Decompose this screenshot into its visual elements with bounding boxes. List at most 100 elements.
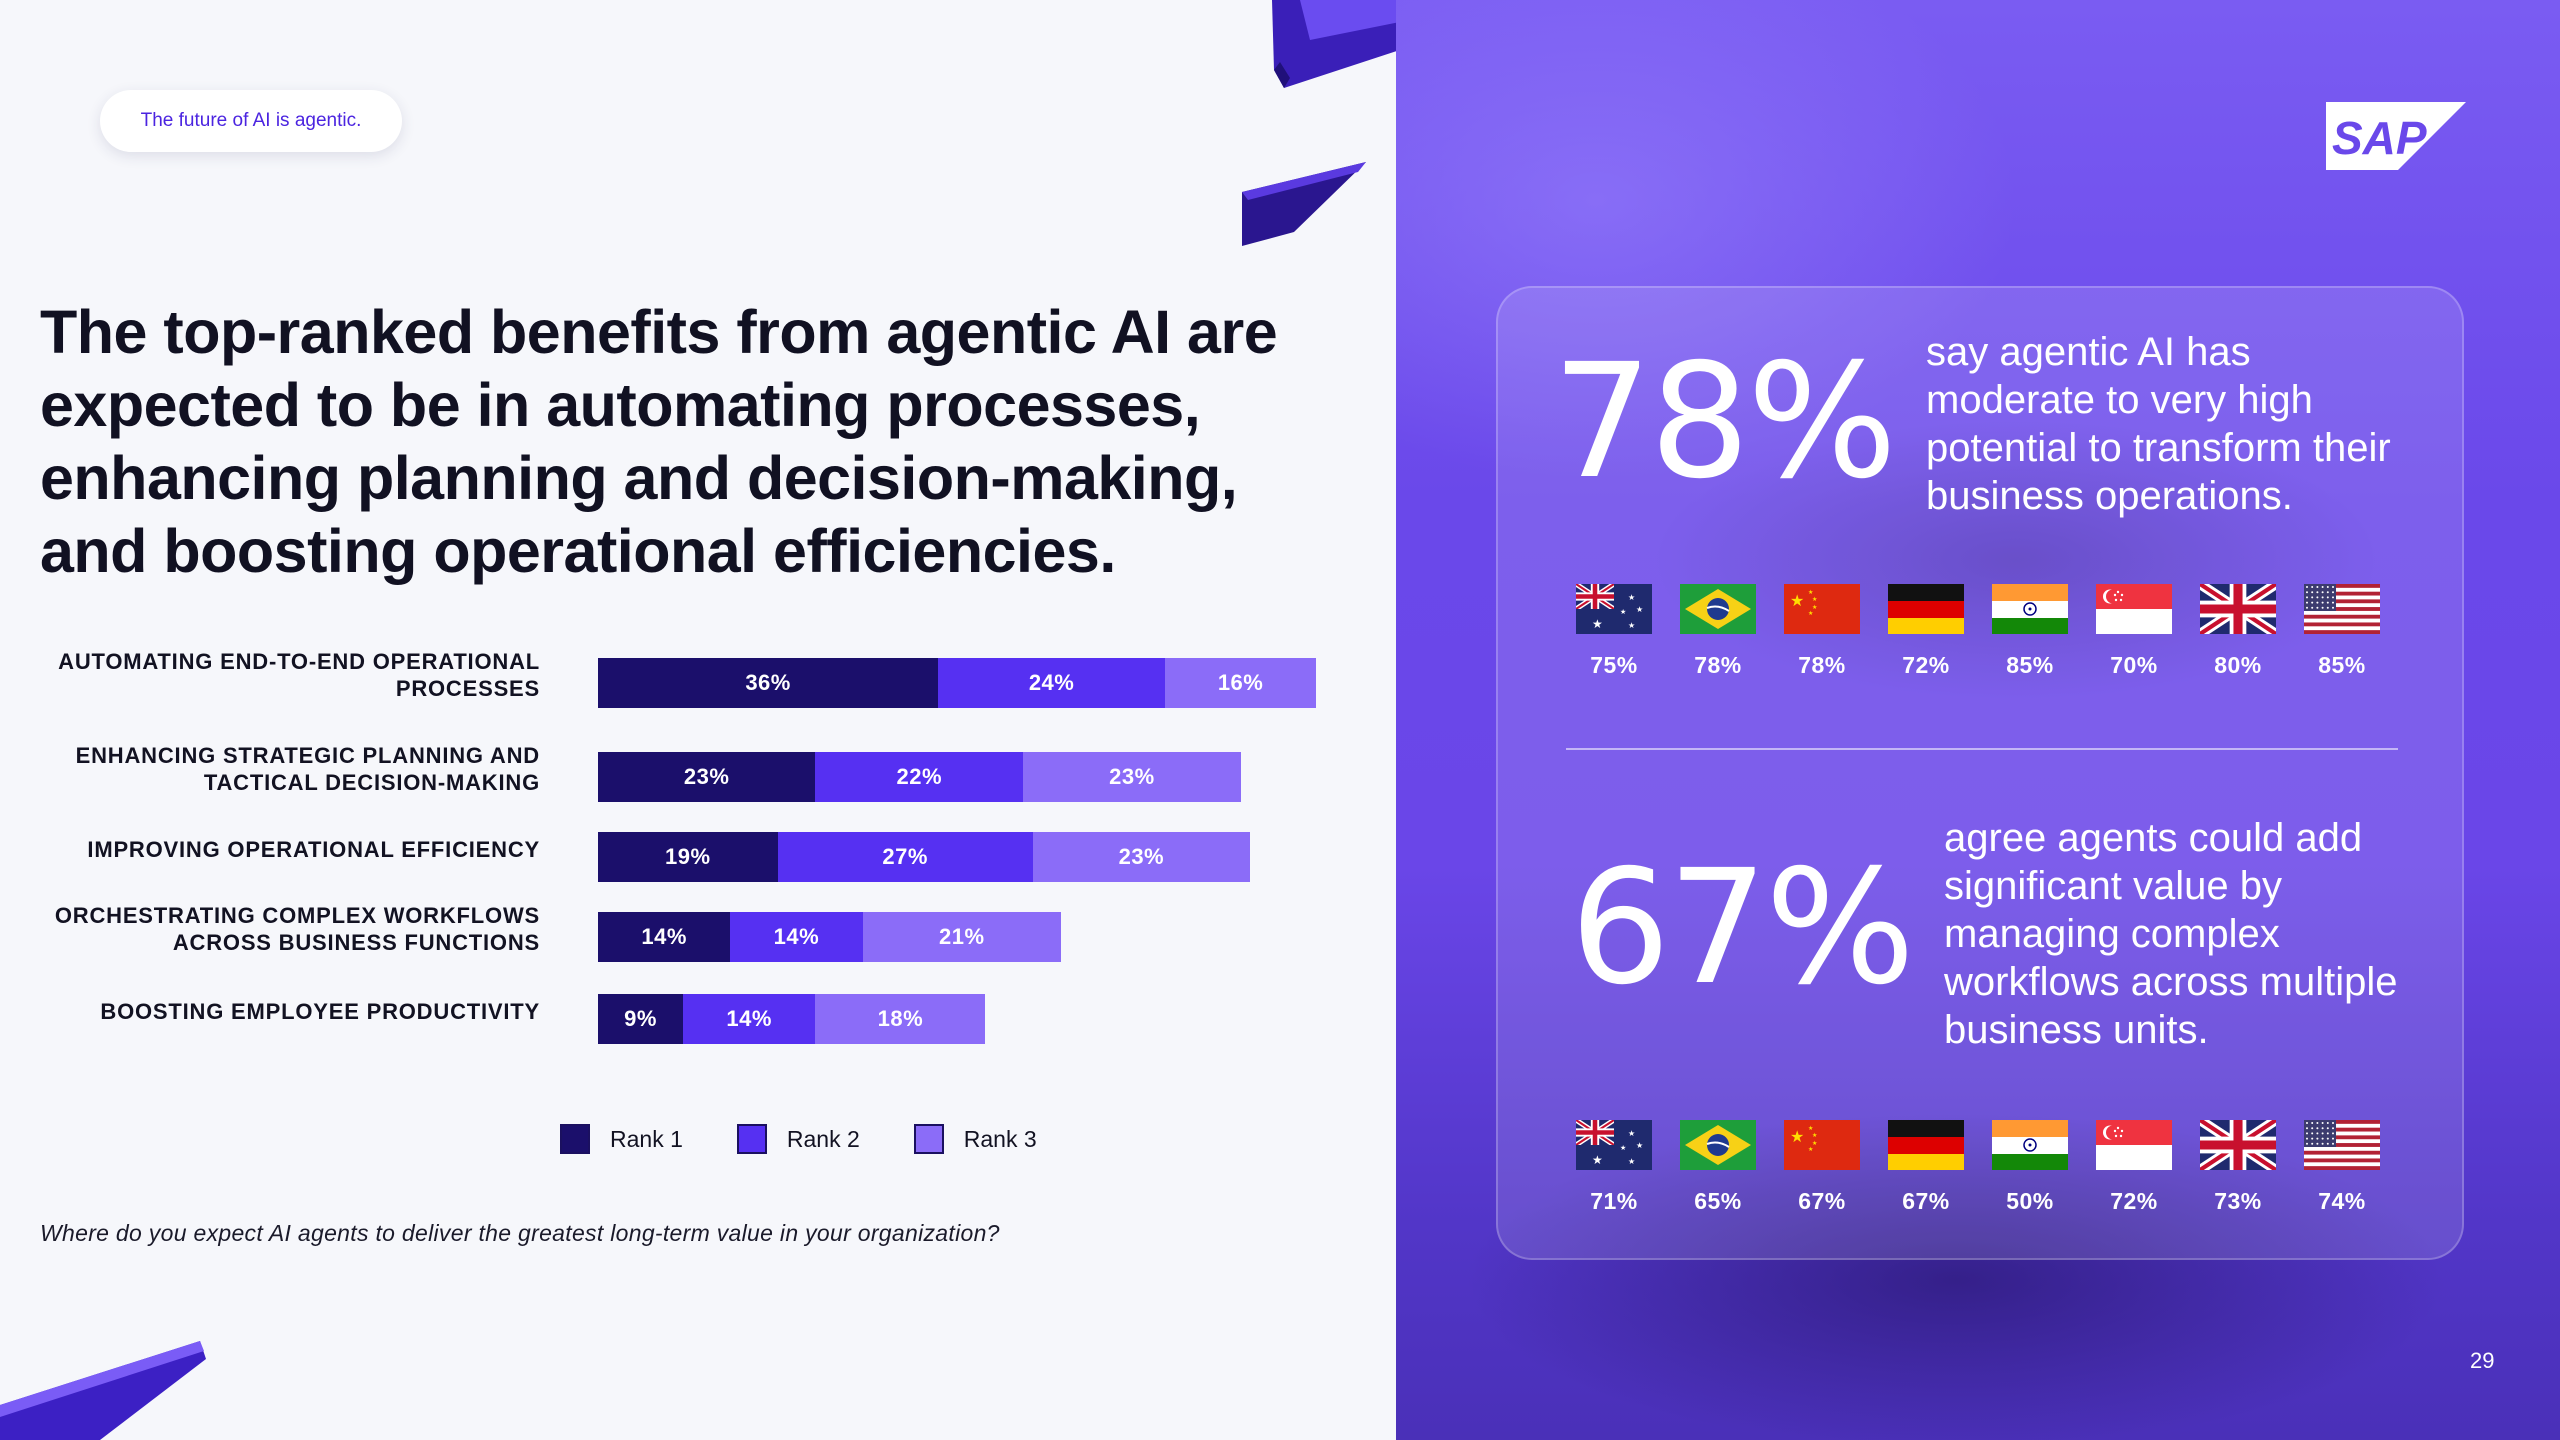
brazil-flag-icon <box>1680 1120 1756 1170</box>
bar-segment-rank2: 14% <box>683 994 816 1044</box>
country-flags-row-2: ★ ★ ★ ★ ★ 71% 65% ★ ★ ★ ★ ★ 67% 67% 50% 72% 73% 74% <box>1562 1120 2402 1215</box>
country-percentage: 78% <box>1694 652 1742 678</box>
bar-segment-rank2: 22% <box>815 752 1024 802</box>
headline: The top-ranked benefits from agentic AI … <box>40 298 1278 585</box>
svg-text:★: ★ <box>1812 596 1817 603</box>
bar-segment-rank3: 23% <box>1023 752 1241 802</box>
svg-text:★: ★ <box>1620 608 1626 616</box>
country-stat: ★ ★ ★ ★ ★ 78% <box>1770 584 1874 679</box>
bar-segment-rank1: 19% <box>598 832 778 882</box>
country-percentage: 80% <box>2214 652 2262 678</box>
country-percentage: 67% <box>1798 1188 1846 1214</box>
bar-segment-rank1: 36% <box>598 658 939 708</box>
bar-segment-rank3: 18% <box>815 994 986 1044</box>
legend-item-rank3: Rank 3 <box>913 1124 1037 1154</box>
stats-card: 78% say agentic AI has moderate to very … <box>1496 286 2464 1260</box>
chart-legend: Rank 1 Rank 2 Rank 3 <box>560 1124 1091 1154</box>
legend-swatch-rank3 <box>913 1124 944 1154</box>
svg-text:★: ★ <box>1808 589 1813 596</box>
tagline-text: The future of AI is agentic. <box>140 110 362 131</box>
sap-logo: SAP <box>2326 102 2466 170</box>
country-stat: 72% <box>1874 584 1978 679</box>
category-label: ENHANCING STRATEGIC PLANNING AND TACTICA… <box>75 743 540 795</box>
germany-flag-icon <box>1888 1120 1964 1170</box>
country-percentage: 67% <box>1902 1188 1950 1214</box>
brazil-flag-icon <box>1680 584 1756 634</box>
country-percentage: 75% <box>1590 652 1638 678</box>
india-flag-icon <box>1992 1120 2068 1170</box>
stat-text-1: say agentic AI has moderate to very high… <box>1926 330 2391 518</box>
china-flag-icon: ★ ★ ★ ★ ★ <box>1784 584 1860 634</box>
survey-question: Where do you expect AI agents to deliver… <box>40 1220 1000 1246</box>
bar-segment-rank1: 9% <box>598 994 684 1044</box>
country-percentage: 85% <box>2318 652 2366 678</box>
country-stat: 72% <box>2082 1120 2186 1215</box>
card-divider <box>1566 748 2398 750</box>
singapore-flag-icon <box>2096 584 2172 634</box>
stat-text-2: agree agents could add significant value… <box>1944 816 2398 1052</box>
country-stat: 78% <box>1666 584 1770 679</box>
svg-text:★: ★ <box>1620 1144 1626 1152</box>
left-panel: The future of AI is agentic. The top-ran… <box>0 0 1396 1440</box>
country-percentage: 65% <box>1694 1188 1742 1214</box>
bar-segment-rank2: 27% <box>777 832 1033 882</box>
svg-text:★: ★ <box>1812 1140 1817 1147</box>
country-percentage: 74% <box>2318 1188 2366 1214</box>
country-stat: 67% <box>1874 1120 1978 1215</box>
page-number: 29 <box>2470 1348 2495 1373</box>
country-percentage: 50% <box>2006 1188 2054 1214</box>
country-stat: 73% <box>2186 1120 2290 1215</box>
legend-label-rank1: Rank 1 <box>610 1125 683 1152</box>
right-panel: SAP 78% say agentic AI has moderate to v… <box>1396 0 2560 1440</box>
usa-flag-icon <box>2304 1120 2380 1170</box>
svg-text:★: ★ <box>1636 1141 1643 1150</box>
country-stat: 74% <box>2290 1120 2394 1215</box>
tagline-pill: The future of AI is agentic. <box>100 90 402 152</box>
svg-text:★: ★ <box>1808 610 1813 617</box>
country-stat: 85% <box>2290 584 2394 679</box>
usa-flag-icon <box>2304 584 2380 634</box>
uk-flag-icon <box>2200 584 2276 634</box>
australia-flag-icon: ★ ★ ★ ★ ★ <box>1576 584 1652 634</box>
country-percentage: 71% <box>1590 1188 1638 1214</box>
svg-text:★: ★ <box>1790 593 1804 610</box>
sap-logo-text: SAP <box>2332 112 2427 164</box>
svg-text:★: ★ <box>1790 1129 1804 1146</box>
country-flags-row-1: ★ ★ ★ ★ ★ 75% 78% ★ ★ ★ ★ ★ 78% 72% 85% 70% 80% 85% <box>1562 584 2402 679</box>
china-flag-icon: ★ ★ ★ ★ ★ <box>1784 1120 1860 1170</box>
stacked-bar-chart: AUTOMATING END-TO-END OPERATIONAL PROCES… <box>0 640 1396 1160</box>
country-stat: 50% <box>1978 1120 2082 1215</box>
category-label: IMPROVING OPERATIONAL EFFICIENCY <box>87 837 540 862</box>
country-stat: ★ ★ ★ ★ ★ 67% <box>1770 1120 1874 1215</box>
stat-value-2: 67% <box>1570 836 1915 1020</box>
legend-swatch-rank2 <box>736 1124 767 1154</box>
decorative-shard-top <box>1272 0 1396 88</box>
country-percentage: 72% <box>1902 652 1950 678</box>
bar-segment-rank2: 14% <box>730 912 863 962</box>
svg-text:★: ★ <box>1628 1129 1635 1138</box>
country-percentage: 73% <box>2214 1188 2262 1214</box>
country-percentage: 70% <box>2110 652 2158 678</box>
bar-segment-rank2: 24% <box>938 658 1165 708</box>
decorative-shard-bottom <box>0 1341 206 1440</box>
country-percentage: 78% <box>1798 652 1846 678</box>
australia-flag-icon: ★ ★ ★ ★ ★ <box>1576 1120 1652 1170</box>
bar-segment-rank3: 16% <box>1165 658 1317 708</box>
country-stat: ★ ★ ★ ★ ★ 75% <box>1562 584 1666 679</box>
svg-text:★: ★ <box>1808 1125 1813 1132</box>
svg-text:★: ★ <box>1628 621 1635 630</box>
singapore-flag-icon <box>2096 1120 2172 1170</box>
category-label: AUTOMATING END-TO-END OPERATIONAL PROCES… <box>58 649 540 701</box>
country-stat: 65% <box>1666 1120 1770 1215</box>
country-percentage: 72% <box>2110 1188 2158 1214</box>
country-stat: ★ ★ ★ ★ ★ 71% <box>1562 1120 1666 1215</box>
svg-text:★: ★ <box>1812 1132 1817 1139</box>
legend-label-rank3: Rank 3 <box>963 1125 1037 1152</box>
india-flag-icon <box>1992 584 2068 634</box>
svg-text:★: ★ <box>1592 617 1603 631</box>
legend-label-rank2: Rank 2 <box>786 1125 860 1152</box>
category-label: BOOSTING EMPLOYEE PRODUCTIVITY <box>100 999 540 1024</box>
bar-segment-rank3: 21% <box>862 912 1062 962</box>
bar-segment-rank1: 23% <box>598 752 816 802</box>
svg-text:★: ★ <box>1808 1146 1813 1153</box>
